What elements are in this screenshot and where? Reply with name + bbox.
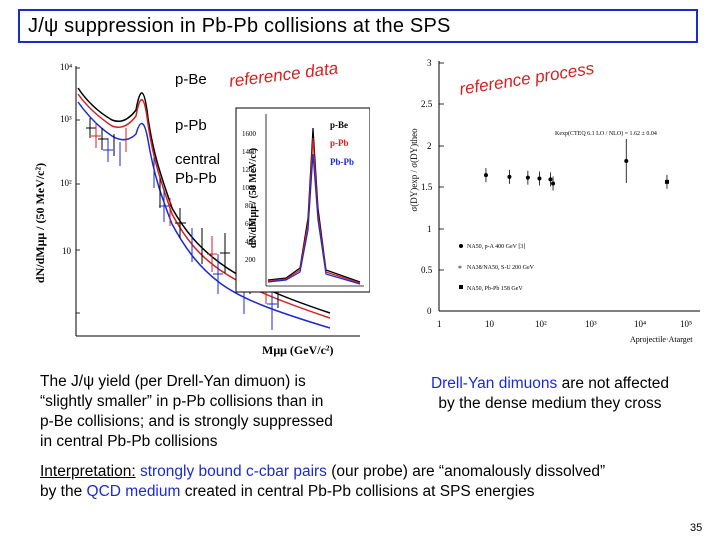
inset-y-tick: 200	[245, 256, 256, 264]
interpretation: Interpretation: strongly bound c-cbar pa…	[40, 463, 606, 500]
left-x-axis-label: Mμμ (GeV/c²)	[262, 343, 334, 357]
left-y-tick: 10⁴	[60, 62, 72, 72]
inset-pbpb-peak	[267, 153, 361, 285]
inset-y-tick: 400	[245, 238, 256, 246]
right-legend-entry: NA38/NA50, S-U 200 GeV	[467, 265, 535, 271]
label-p-be: p-Be	[175, 71, 207, 88]
right-data-point	[525, 175, 530, 180]
right-y-tick: 0	[427, 306, 432, 316]
inset-legend-ppb: p-Pb	[330, 138, 349, 148]
ppb-curve	[77, 93, 331, 319]
right-figure: σ(DY)exp / σ(DY)theo 3 2.5 2 1.5 1 0.5 0…	[409, 58, 700, 344]
right-data-point	[664, 179, 669, 184]
svg-text:*: *	[458, 264, 462, 273]
right-points	[483, 139, 669, 191]
right-x-tick: 10	[485, 319, 495, 329]
left-figure: dN/dMμμ / (50 MeV/c²) 10⁴ 10³ 10² 10 dN/…	[33, 62, 370, 357]
left-caption: The J/ψ yield (per Drell-Yan dimuon) is …	[40, 373, 333, 450]
right-data-point	[483, 173, 488, 178]
right-y-tick: 1.5	[421, 182, 433, 192]
inset-y-tick: 1600	[242, 130, 257, 138]
right-x-tick: 10³	[585, 319, 597, 329]
slide-title: J/ψ suppression in Pb-Pb collisions at t…	[18, 9, 698, 43]
probe-highlight: strongly bound c-cbar pairs	[139, 463, 327, 480]
right-x-tick: 1	[437, 319, 442, 329]
right-x-tick: 10⁵	[680, 319, 692, 329]
left-inset: dN/dMμμ / (50 MeV/c²) 1600 1400 1200 100…	[235, 107, 370, 293]
inset-y-tick: 800	[245, 202, 256, 210]
right-y-tick: 0.5	[421, 265, 433, 275]
right-legend-entry: NA50, p-A 400 GeV [3]	[467, 244, 525, 250]
inset-y-axis-label: dN/dMμμ / (50 MeV/c²)	[248, 148, 259, 248]
inset-y-tick: 1200	[242, 166, 257, 174]
page-number: 35	[690, 522, 703, 534]
inset-y-tick: 1000	[242, 184, 257, 192]
right-y-tick: 3	[427, 58, 432, 68]
drell-yan-highlight: Drell-Yan dimuons	[430, 375, 558, 392]
label-central: central	[175, 151, 221, 168]
right-data-point	[551, 181, 556, 186]
right-data-point	[537, 176, 542, 181]
inset-legend-pbpb: Pb-Pb	[330, 157, 354, 167]
right-k-label: Kexp(CTEQ 6.1 LO / NLO) = 1.62 ± 0.04	[555, 130, 657, 137]
inset-y-tick: 1400	[242, 148, 257, 156]
right-caption: Drell-Yan dimuons are not affected by th…	[430, 375, 670, 412]
right-data-point	[624, 159, 629, 163]
right-y-axis-label: σ(DY)exp / σ(DY)theo	[409, 128, 419, 212]
right-y-tick: 2	[427, 141, 432, 151]
left-y-tick: 10²	[60, 178, 72, 188]
pbpb-curve	[77, 101, 331, 329]
right-x-axis-label: Aprojectile·Atarget	[630, 335, 693, 344]
right-y-tick: 2.5	[421, 99, 433, 109]
left-y-tick: 10³	[60, 114, 72, 124]
left-y-tick: 10	[62, 246, 72, 256]
pbe-curve	[77, 87, 331, 314]
right-legend-entry: NA50, Pb-Pb 158 GeV	[467, 286, 523, 292]
right-legend: NA50, p-A 400 GeV [3] * NA38/NA50, S-U 2…	[458, 244, 535, 292]
label-pb-pb: Pb-Pb	[175, 170, 217, 187]
left-y-axis-label: dN/dMμμ / (50 MeV/c²)	[33, 163, 47, 283]
qcd-medium-highlight: QCD medium	[86, 483, 181, 500]
right-y-tick: 1	[427, 224, 432, 234]
inset-legend-pbe: p-Be	[330, 120, 348, 130]
inset-y-tick: 600	[245, 220, 256, 228]
interpretation-label: Interpretation:	[40, 463, 136, 480]
right-data-point	[548, 177, 553, 182]
right-x-tick: 10⁴	[634, 319, 646, 329]
right-x-tick: 10²	[535, 319, 547, 329]
label-p-pb: p-Pb	[175, 117, 207, 134]
right-data-point	[507, 174, 512, 179]
